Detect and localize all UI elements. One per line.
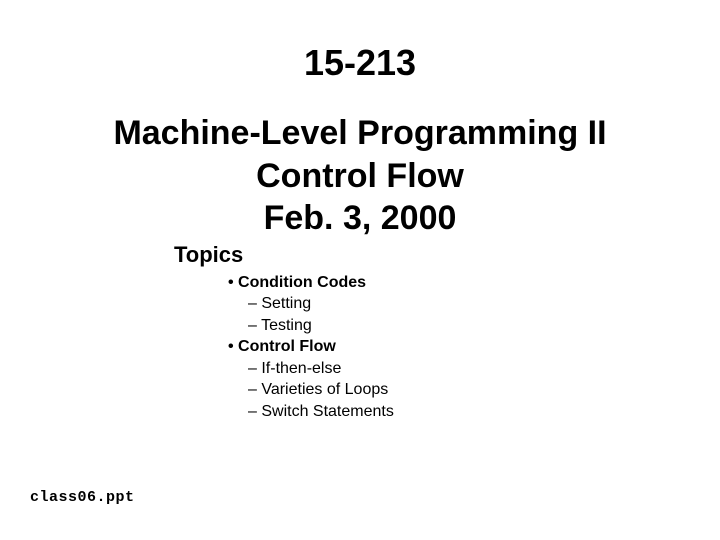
topic-sublabel: Testing [261,317,312,334]
footer-filename: class06.ppt [30,489,135,506]
slide-title: Machine-Level Programming II Control Flo… [0,112,720,240]
title-line-2: Control Flow [0,155,720,198]
title-line-3: Feb. 3, 2000 [0,197,720,240]
topic-subitem: – Switch Statements [248,401,720,423]
topic-subitem: – If-then-else [248,358,720,380]
title-line-1: Machine-Level Programming II [0,112,720,155]
topic-label: Control Flow [238,338,336,355]
topic-sublabel: If-then-else [261,360,341,377]
topic-label: Condition Codes [238,274,366,291]
topics-list: • Condition Codes – Setting – Testing • … [228,272,720,423]
topic-subitem: – Varieties of Loops [248,379,720,401]
topic-item: • Condition Codes [228,272,720,294]
topic-sublabel: Setting [261,295,311,312]
topics-heading: Topics [174,242,720,268]
topic-sublabel: Varieties of Loops [261,381,388,398]
course-number: 15-213 [0,0,720,84]
topic-subitem: – Setting [248,293,720,315]
topic-sublabel: Switch Statements [261,403,394,420]
slide: 15-213 Machine-Level Programming II Cont… [0,0,720,540]
topic-item: • Control Flow [228,336,720,358]
topic-subitem: – Testing [248,315,720,337]
